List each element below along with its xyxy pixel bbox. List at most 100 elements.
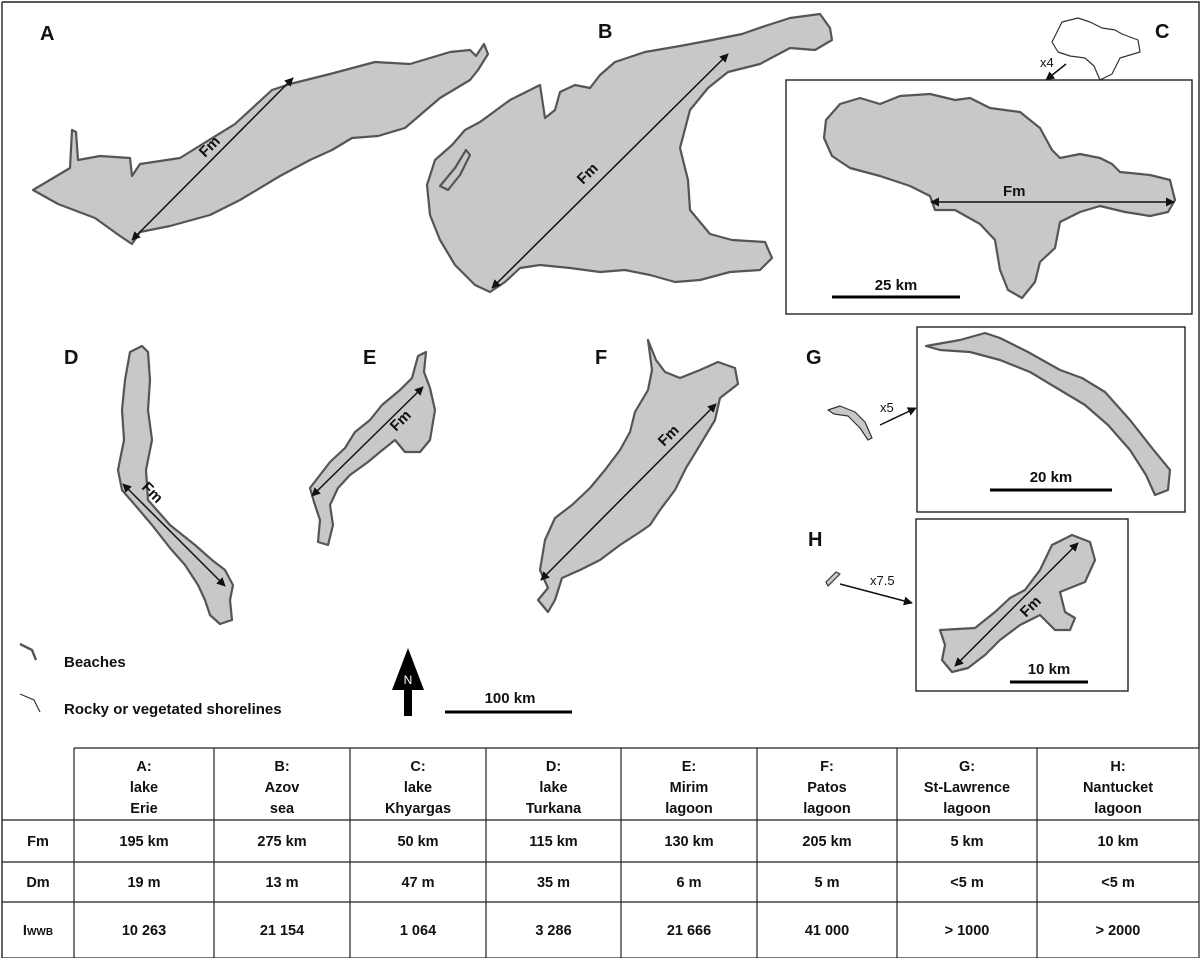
table-header-line: D: [546,759,561,775]
table-cell: 5 km [950,834,983,850]
inset-c-box [785,79,1193,315]
fm-arrow-e [311,386,424,497]
table-row-label: IWWB [23,923,53,939]
panel-g-letter: G [806,347,822,369]
table-cell: 21 666 [667,923,711,939]
fm-label-c: Fm [1003,183,1026,200]
panel-d: D Fm [64,344,235,626]
main-scale-label: 100 km [485,690,536,707]
table-header-line: E: [682,759,697,775]
table-header-line: sea [270,801,295,817]
legend-beach-swatch [19,642,38,661]
panel-e: E Fm [308,347,437,547]
table-header-line: lagoon [1094,801,1142,817]
lake-turkana-shape [116,344,235,626]
table-cell: 275 km [257,834,306,850]
table-header-line: St-Lawrence [924,780,1010,796]
table-cell: > 2000 [1096,923,1141,939]
patos-lagoon-shape [536,338,740,614]
table-header-line: lagoon [665,801,713,817]
panel-b: B Fm [425,12,834,294]
zoom-arrow-h [839,583,913,606]
table-cell: 115 km [529,834,577,850]
table-cell: 5 m [815,875,840,891]
north-label: N [404,673,413,687]
table-row-label: Dm [26,875,49,891]
table-cell: > 1000 [945,923,990,939]
legend: Beaches Rocky or vegetated shorelines [19,642,282,718]
table-cell: 10 km [1097,834,1138,850]
fm-arrow-b [491,53,729,289]
panel-h: H x7.5 Fm 10 km [808,518,1129,692]
legend-rocky-label: Rocky or vegetated shorelines [64,701,282,718]
table-header-line: Khyargas [385,801,451,817]
khyargas-shape [822,92,1177,300]
panel-e-letter: E [363,347,376,369]
zoom-arrow-g [879,407,917,426]
nantucket-small-shape [825,571,841,587]
table-header-line: H: [1110,759,1125,775]
fm-arrow-d [122,483,226,587]
table-header-line: A: [136,759,151,775]
table-header-line: B: [274,759,289,775]
table-cell: 21 154 [260,923,304,939]
north-arrow: N [392,648,424,716]
table-cell: 205 km [802,834,851,850]
table-header-line: Turkana [526,801,582,817]
table-header-line: Patos [807,780,847,796]
st-lawrence-lagoon-shape [924,331,1172,497]
zoom-label-c: x4 [1040,55,1054,70]
legend-rocky-swatch [19,693,41,713]
table-cell: <5 m [1101,875,1134,891]
table-header-line: lagoon [943,801,991,817]
table-row-label: Fm [27,834,49,850]
panel-g: G x5 20 km [806,326,1186,513]
st-lawrence-small-shape [827,405,873,441]
table-header-line: C: [410,759,425,775]
table-cell: 6 m [677,875,702,891]
main-scale: 100 km [445,690,572,714]
panel-h-letter: H [808,529,822,551]
zoom-arrow-c [1045,63,1067,81]
scale-label-g: 20 km [1030,469,1073,486]
scale-label-h: 10 km [1028,661,1071,678]
azov-spit [438,148,472,192]
table-cell: <5 m [950,875,983,891]
panel-c-letter: C [1155,21,1169,43]
table-cell: 3 286 [535,923,571,939]
fm-arrow-f [540,403,717,581]
panel-a-letter: A [40,23,54,45]
lake-erie-shape [31,42,490,246]
panel-a: A Fm [31,23,490,246]
table-cell: 19 m [127,875,160,891]
table-header-line: lake [539,780,567,796]
scale-label-c: 25 km [875,277,918,294]
panel-b-letter: B [598,21,612,43]
table-cell: 130 km [664,834,713,850]
table-header-line: F: [820,759,834,775]
inset-h-box [915,518,1129,692]
table-header-line: Nantucket [1083,780,1153,796]
zoom-label-g: x5 [880,400,894,415]
inset-g-box [916,326,1186,513]
mirim-lagoon-shape [308,350,437,547]
panel-f: F Fm [536,338,740,614]
table-cell: 47 m [401,875,434,891]
table-cell: 195 km [119,834,168,850]
data-table: A: lake Erie B: Azov sea C: lake Khyargas D: lake T… [2,747,1200,958]
north-arrow-icon [392,648,424,716]
zoom-label-h: x7.5 [870,573,895,588]
table-header-line: G: [959,759,975,775]
panel-f-letter: F [595,347,607,369]
table-cell: 35 m [537,875,570,891]
table-header-line: Erie [130,801,157,817]
table-cell: 13 m [265,875,298,891]
fm-arrow-a [131,77,294,241]
table-header-line: Azov [265,780,300,796]
table-cell: 10 263 [122,923,166,939]
khyargas-small-shape [1051,17,1141,81]
table-cell: 1 064 [400,923,436,939]
fm-arrow-h [954,542,1079,667]
